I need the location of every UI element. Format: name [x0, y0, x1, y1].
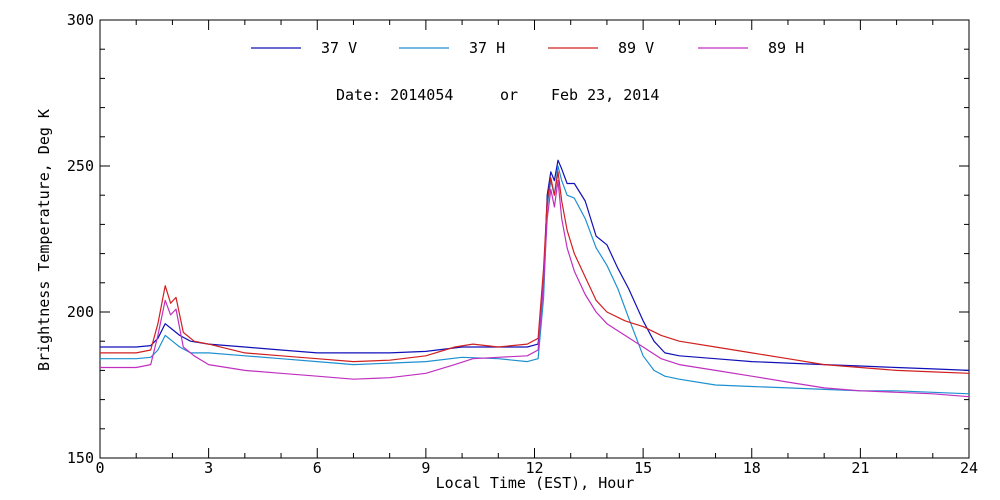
x-tick-label: 3 [204, 459, 213, 477]
x-tick-label: 18 [743, 459, 761, 477]
y-tick-label: 150 [67, 449, 94, 467]
date-text: Feb 23, 2014 [551, 86, 659, 104]
date-label: Date: 2014054 [336, 86, 453, 104]
legend-label-89-v: 89 V [618, 39, 654, 57]
date-connector: or [500, 86, 518, 104]
x-axis-label: Local Time (EST), Hour [436, 474, 635, 492]
x-tick-label: 6 [313, 459, 322, 477]
x-tick-label: 24 [960, 459, 978, 477]
legend-label-89-h: 89 H [768, 39, 804, 57]
legend-label-37-h: 37 H [469, 39, 505, 57]
x-tick-label: 15 [634, 459, 652, 477]
y-tick-label: 200 [67, 303, 94, 321]
legend: 37 V 37 H 89 V 89 H [251, 39, 804, 57]
series-line-37-v [100, 159, 970, 371]
series-line-89-h [100, 180, 970, 398]
series-lines [100, 159, 970, 398]
x-tick-label: 9 [421, 459, 430, 477]
x-tick-label: 0 [95, 459, 104, 477]
y-axis-ticks: 150 200 250 300 [67, 11, 969, 467]
x-axis-ticks: 0 3 6 9 12 15 18 21 24 [95, 20, 978, 477]
series-line-89-v [100, 171, 970, 374]
x-tick-label: 12 [525, 459, 543, 477]
y-tick-label: 250 [67, 157, 94, 175]
legend-label-37-v: 37 V [321, 39, 357, 57]
x-tick-label: 21 [851, 459, 869, 477]
y-axis-label: Brightness Temperature, Deg K [35, 109, 53, 371]
y-tick-label: 300 [67, 11, 94, 29]
